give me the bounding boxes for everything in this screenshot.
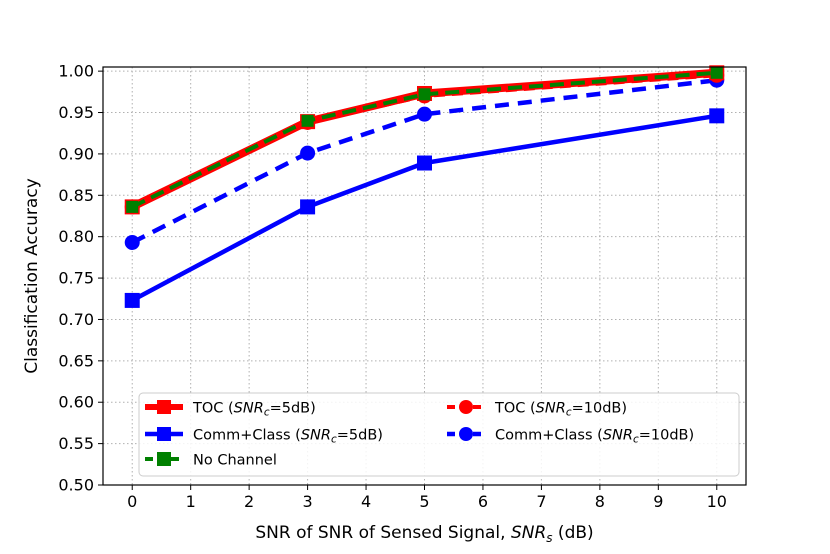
data-point-comm10 — [417, 106, 432, 122]
legend-marker-toc5 — [157, 400, 171, 414]
series-comm10 — [124, 72, 725, 250]
legend-label-toc5: TOC (SNRc=5dB) — [192, 401, 316, 419]
y-tick-label: 0.65 — [58, 351, 94, 370]
data-point-comm10 — [124, 234, 140, 250]
legend-marker-nochan — [157, 452, 171, 466]
legend-item-toc5: TOC (SNRc=5dB) — [145, 400, 316, 419]
data-point-nochan — [418, 88, 431, 101]
legend-label-comm5: Comm+Class (SNRc=5dB) — [193, 428, 383, 446]
legend-item-comm5: Comm+Class (SNRc=5dB) — [145, 427, 383, 446]
legend-box — [138, 392, 740, 477]
y-axis-label: Classification Accuracy — [22, 178, 42, 374]
legend-item-comm10: Comm+Class (SNRc=10dB) — [447, 427, 694, 446]
y-tick-label: 0.60 — [58, 393, 94, 412]
series-line-nochan — [131, 70, 717, 209]
series-nochan — [126, 66, 723, 213]
legend: TOC (SNRc=5dB) Comm+Class (SNRc=5dB) No Ch… — [138, 392, 740, 477]
y-tick-label: 0.50 — [58, 476, 94, 495]
x-tick-label: 3 — [302, 492, 312, 511]
legend-label-nochan: No Channel — [193, 453, 277, 469]
y-tick-label: 0.70 — [58, 310, 94, 329]
data-point-comm5 — [124, 292, 140, 308]
legend-item-toc10: TOC (SNRc=10dB) — [447, 400, 627, 419]
data-point-comm10 — [300, 145, 316, 161]
series-line-comm10 — [131, 78, 718, 245]
x-tick-label: 8 — [595, 492, 605, 511]
x-tick-label: 5 — [419, 492, 429, 511]
data-point-nochan — [126, 200, 139, 213]
legend-item-nochan: No Channel — [145, 452, 277, 469]
y-tick-label: 0.80 — [58, 227, 94, 246]
y-tick-label: 0.90 — [58, 144, 94, 163]
legend-marker-toc10 — [459, 400, 473, 414]
x-axis-label: SNR of SNR of Sensed Signal, SNRs (dB) — [255, 523, 593, 545]
x-tick-label: 7 — [536, 492, 546, 511]
legend-label-toc10: TOC (SNRc=10dB) — [494, 401, 627, 419]
y-tick-label: 0.95 — [58, 103, 94, 122]
data-point-comm5 — [300, 199, 316, 215]
x-tick-label: 1 — [186, 492, 196, 511]
data-point-comm5 — [709, 108, 725, 124]
series-line-comm5 — [131, 113, 718, 303]
x-tick-label: 0 — [127, 492, 137, 511]
x-tick-label: 10 — [707, 492, 727, 511]
data-point-nochan — [301, 114, 314, 127]
x-tick-label: 4 — [361, 492, 371, 511]
axis-ticks: 0 1 2 3 4 5 6 7 8 9 10 0.50 0.55 0.60 0.65 0.70 0.75 0.80… — [58, 62, 727, 511]
y-tick-label: 1.00 — [58, 62, 94, 81]
legend-label-comm10: Comm+Class (SNRc=10dB) — [495, 428, 694, 446]
legend-marker-comm5 — [157, 427, 171, 441]
series-comm5 — [124, 108, 725, 308]
x-tick-label: 2 — [244, 492, 254, 511]
y-tick-label: 0.85 — [58, 186, 94, 205]
y-tick-label: 0.75 — [58, 269, 94, 288]
x-tick-label: 9 — [653, 492, 663, 511]
data-point-nochan — [710, 66, 723, 79]
plot-series — [124, 65, 725, 308]
legend-marker-comm10 — [459, 427, 473, 441]
y-tick-label: 0.55 — [58, 434, 94, 453]
x-tick-label: 6 — [478, 492, 488, 511]
data-point-comm5 — [417, 155, 432, 171]
